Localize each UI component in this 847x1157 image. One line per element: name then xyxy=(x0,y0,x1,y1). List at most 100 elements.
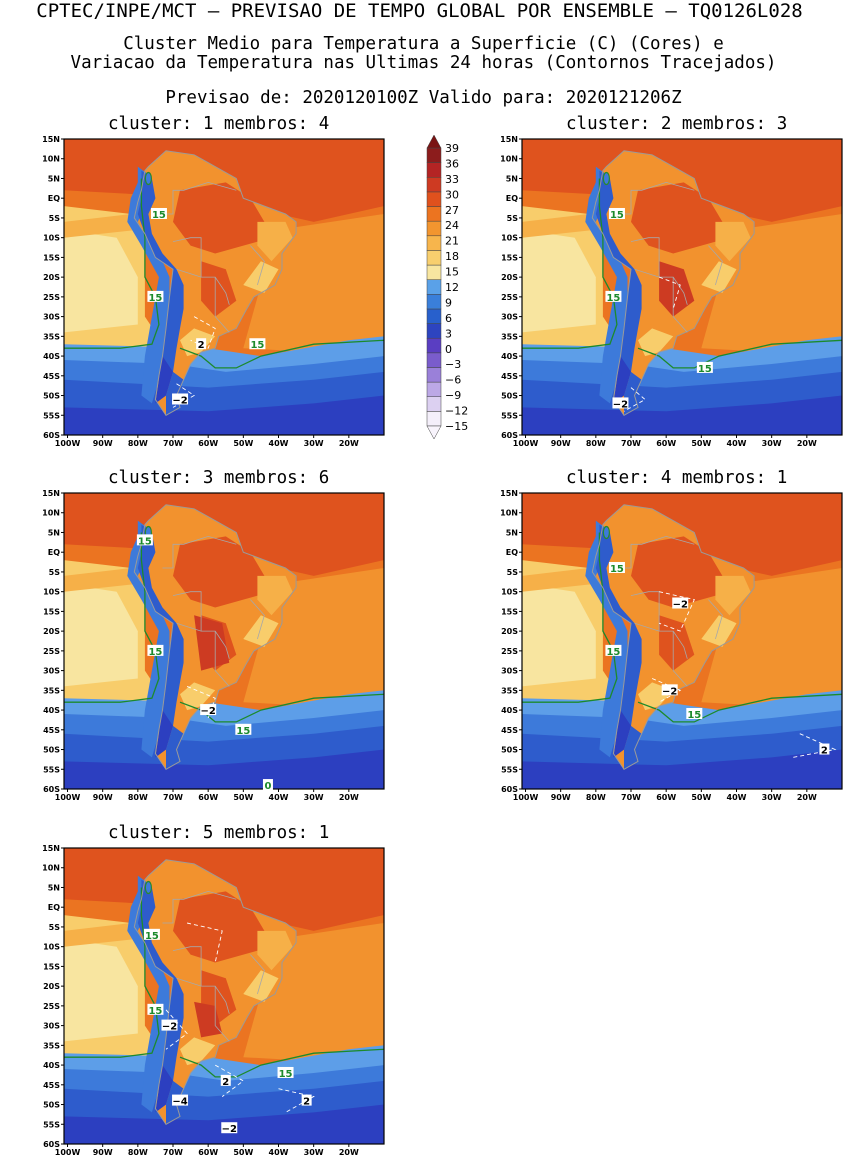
contour-label: −4 xyxy=(172,1097,187,1108)
colorbar-label: −12 xyxy=(445,405,468,418)
colorbar-label: −3 xyxy=(445,358,461,371)
contour-label: 15 xyxy=(148,1006,162,1017)
lon-tick-label: 40W xyxy=(727,793,747,802)
map-panel-4: 15N 10N 5N EQ 5S 10S 15S 20S 25S 30S 35S 40S 45S 50S 5… xyxy=(42,844,385,1157)
lat-tick-label: 30S xyxy=(43,1022,60,1031)
colorbar-swatch xyxy=(426,396,442,412)
lon-tick-label: 60W xyxy=(198,439,218,448)
lat-tick-label: 25S xyxy=(43,647,60,656)
contour-label: 0 xyxy=(264,781,271,792)
lon-tick-label: 100W xyxy=(55,439,81,448)
colorbar-label: 39 xyxy=(445,142,459,155)
lat-tick-label: 15S xyxy=(43,607,60,616)
lat-tick-label: 40S xyxy=(43,1061,60,1070)
lon-tick-label: 50W xyxy=(233,793,253,802)
lat-tick-label: EQ xyxy=(506,194,518,203)
lat-tick-label: 15N xyxy=(500,489,518,498)
lon-tick-label: 30W xyxy=(762,793,782,802)
lon-tick-label: 70W xyxy=(163,793,183,802)
colorbar-label: 15 xyxy=(445,266,459,279)
lon-tick-label: 100W xyxy=(513,439,539,448)
contour-label: 15 xyxy=(148,293,162,304)
lon-tick-label: 70W xyxy=(163,439,183,448)
colorbar-label: 27 xyxy=(445,204,459,217)
forecast-dates: Previsao de: 2020120100Z Valido para: 20… xyxy=(165,88,682,108)
lat-tick-label: 20S xyxy=(501,273,518,282)
lat-tick-label: 5S xyxy=(49,923,61,932)
lon-tick-label: 50W xyxy=(233,1148,253,1157)
lon-tick-label: 90W xyxy=(93,793,113,802)
colorbar-swatch xyxy=(426,162,442,178)
lat-tick-label: 55S xyxy=(43,765,60,774)
colorbar-swatch xyxy=(426,279,442,295)
lat-tick-label: EQ xyxy=(48,903,60,912)
lat-tick-label: 15S xyxy=(43,253,60,262)
lat-tick-label: 15N xyxy=(42,489,60,498)
lat-tick-label: 30S xyxy=(501,667,518,676)
panel-title-cluster-4: cluster: 4 membros: 1 xyxy=(566,468,788,488)
lon-tick-label: 40W xyxy=(727,439,747,448)
colorbar-label: 36 xyxy=(445,157,459,170)
colorbar-swatch xyxy=(426,323,442,339)
lon-tick-label: 60W xyxy=(656,793,676,802)
map-panel-0: 15N 10N 5N EQ 5S 10S 15S 20S 25S 30S 35S 40S 45S 50S 5… xyxy=(42,135,385,448)
lon-tick-label: 100W xyxy=(55,1148,81,1157)
lon-tick-label: 90W xyxy=(93,439,113,448)
lon-tick-label: 80W xyxy=(586,439,606,448)
colorbar-label: 0 xyxy=(445,343,452,356)
contour-label: 2 xyxy=(303,1097,310,1108)
colorbar-swatch xyxy=(426,220,442,237)
lat-tick-label: 50S xyxy=(501,392,518,401)
lat-tick-label: 15S xyxy=(43,962,60,971)
map-panel-1: 15N 10N 5N EQ 5S 10S 15S 20S 25S 30S 35S 40S 45S 50S 5… xyxy=(500,135,843,448)
lat-tick-label: 15N xyxy=(42,135,60,144)
lat-tick-label: 15N xyxy=(42,844,60,853)
colorbar-label: 3 xyxy=(445,327,452,340)
lat-tick-label: EQ xyxy=(48,548,60,557)
contour-label: 15 xyxy=(152,210,166,221)
lat-tick-label: 25S xyxy=(43,1002,60,1011)
lat-tick-label: 35S xyxy=(501,332,518,341)
lat-tick-label: 60S xyxy=(43,1140,60,1149)
contour-label: 15 xyxy=(279,1069,293,1080)
colorbar-label: 6 xyxy=(445,312,452,325)
lat-tick-label: 10N xyxy=(500,155,518,164)
lat-tick-label: 10N xyxy=(500,509,518,518)
colorbar-swatch xyxy=(426,308,442,324)
lon-tick-label: 70W xyxy=(621,793,641,802)
lat-tick-label: 45S xyxy=(501,726,518,735)
contour-label: −2 xyxy=(162,1022,177,1033)
panel-title-cluster-2: cluster: 2 membros: 3 xyxy=(566,114,788,134)
lat-tick-label: 40S xyxy=(501,352,518,361)
colorbar-label: 24 xyxy=(445,219,459,232)
contour-label: −2 xyxy=(222,1124,237,1135)
lat-tick-label: 10S xyxy=(501,234,518,243)
lat-tick-label: 60S xyxy=(501,431,518,440)
contour-label: 15 xyxy=(687,710,701,721)
colorbar-label: 33 xyxy=(445,173,459,186)
lat-tick-label: 20S xyxy=(501,627,518,636)
lat-tick-label: 45S xyxy=(43,1081,60,1090)
colorbar-label: −9 xyxy=(445,389,461,402)
lat-tick-label: 50S xyxy=(43,392,60,401)
lon-tick-label: 20W xyxy=(339,793,359,802)
lat-tick-label: 40S xyxy=(501,706,518,715)
contour-label: 15 xyxy=(606,647,620,658)
contour-label: 15 xyxy=(610,564,624,575)
lat-tick-label: 5S xyxy=(507,568,519,577)
lon-tick-label: 100W xyxy=(55,793,81,802)
panel-title-cluster-3: cluster: 3 membros: 6 xyxy=(108,468,330,488)
header-title: CPTEC/INPE/MCT – PREVISAO DE TEMPO GLOBA… xyxy=(36,0,803,22)
lon-tick-label: 90W xyxy=(551,439,571,448)
contour-label: 15 xyxy=(148,647,162,658)
lat-tick-label: 40S xyxy=(43,706,60,715)
lat-tick-label: 10S xyxy=(43,234,60,243)
lon-tick-label: 90W xyxy=(551,793,571,802)
lat-tick-label: 5S xyxy=(507,214,519,223)
lat-tick-label: 10N xyxy=(42,864,60,873)
contour-label: 2 xyxy=(821,746,828,757)
map-panel-3: 15N 10N 5N EQ 5S 10S 15S 20S 25S 30S 35S 40S 45S 50S 5… xyxy=(500,489,843,802)
contour-label: 2 xyxy=(222,1077,229,1088)
colorbar-label: −15 xyxy=(445,420,468,433)
